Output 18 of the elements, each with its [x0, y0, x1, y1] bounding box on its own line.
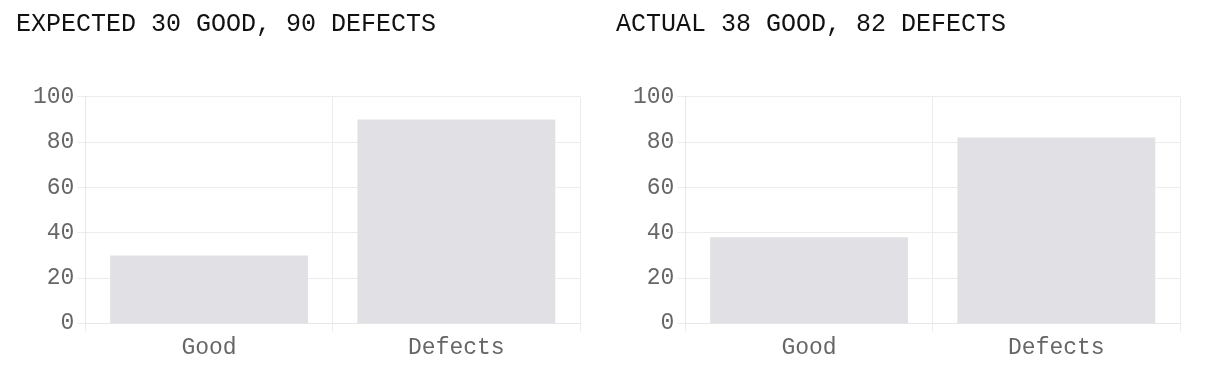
- x-tick-label: Good: [781, 335, 837, 362]
- y-tick-label: 20: [46, 265, 75, 292]
- y-tick-label: 40: [646, 219, 675, 246]
- y-tick-label: 100: [32, 83, 75, 110]
- y-tick-label: 80: [46, 129, 75, 156]
- x-tick-label: Good: [181, 335, 237, 362]
- chart-title: EXPECTED 30 GOOD, 90 DEFECTS: [16, 10, 437, 39]
- y-tick-label: 20: [646, 265, 675, 292]
- x-tick-label: Defects: [408, 335, 505, 362]
- y-tick-label: 0: [660, 310, 675, 337]
- y-tick-label: 60: [646, 174, 675, 201]
- y-tick-label: 80: [646, 129, 675, 156]
- y-tick-label: 40: [46, 219, 75, 246]
- chart-title: ACTUAL 38 GOOD, 82 DEFECTS: [616, 10, 1007, 39]
- y-tick-label: 100: [632, 83, 675, 110]
- y-tick-label: 0: [60, 310, 75, 337]
- y-tick-label: 60: [46, 174, 75, 201]
- x-tick-label: Defects: [1008, 335, 1105, 362]
